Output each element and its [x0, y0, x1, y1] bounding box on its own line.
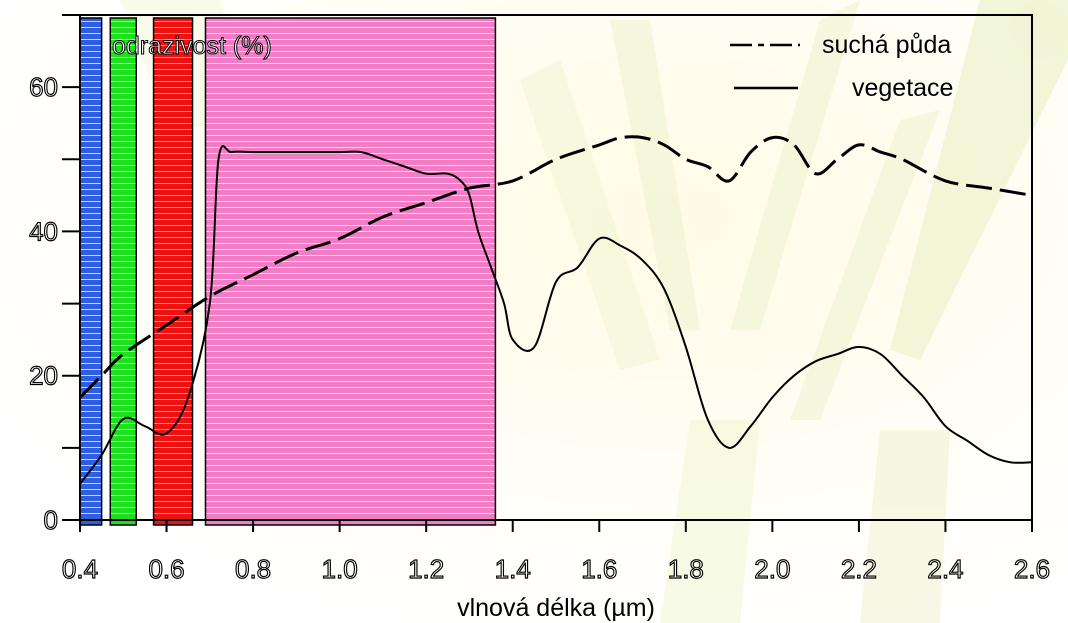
x-tick-label: 2.4	[927, 554, 963, 584]
legend-label-dry-soil: suchá půda	[822, 31, 951, 59]
y-tick-label: 40	[29, 216, 58, 246]
x-axis-label: vlnová délka (µm)	[457, 594, 655, 622]
x-tick-label: 2.0	[754, 554, 790, 584]
x-tick-label: 1.4	[495, 554, 531, 584]
y-tick-label: 60	[29, 72, 58, 102]
series-layer	[78, 135, 1033, 485]
series-line-dry-soil	[78, 135, 1033, 399]
x-tick-label: 2.6	[1014, 554, 1050, 584]
plot-frame	[79, 14, 1033, 521]
spectral-band-1	[109, 17, 138, 526]
spectral-band-3	[204, 17, 497, 526]
y-tick-label: 0	[44, 505, 58, 535]
x-tick-label: 0.4	[62, 554, 98, 584]
x-tick-label: 0.8	[235, 554, 271, 584]
x-tick-label: 0.6	[148, 554, 184, 584]
spectral-band-2	[152, 17, 194, 526]
y-axis-label: odrazivost (%)	[112, 32, 272, 60]
x-axis: 0.4 0.6 0.8 1.0 1.2 1.4 1.6 1.8 2.0 2.2 2.4 2.6	[61, 520, 1051, 585]
x-tick-label: 1.6	[581, 554, 617, 584]
x-tick-label: 1.0	[322, 554, 358, 584]
x-tick-label: 1.8	[668, 554, 704, 584]
legend-label-vegetation: vegetace	[852, 74, 953, 102]
x-tick-label: 2.2	[841, 554, 877, 584]
spectral-band-0	[79, 17, 103, 526]
y-axis: 0 20 40 60	[29, 14, 80, 536]
series-line-vegetation	[79, 145, 1033, 485]
spectral-bands	[79, 17, 497, 526]
y-tick-label: 20	[29, 361, 58, 391]
x-tick-label: 1.2	[408, 554, 444, 584]
legend: suchá půda vegetace	[730, 31, 953, 102]
